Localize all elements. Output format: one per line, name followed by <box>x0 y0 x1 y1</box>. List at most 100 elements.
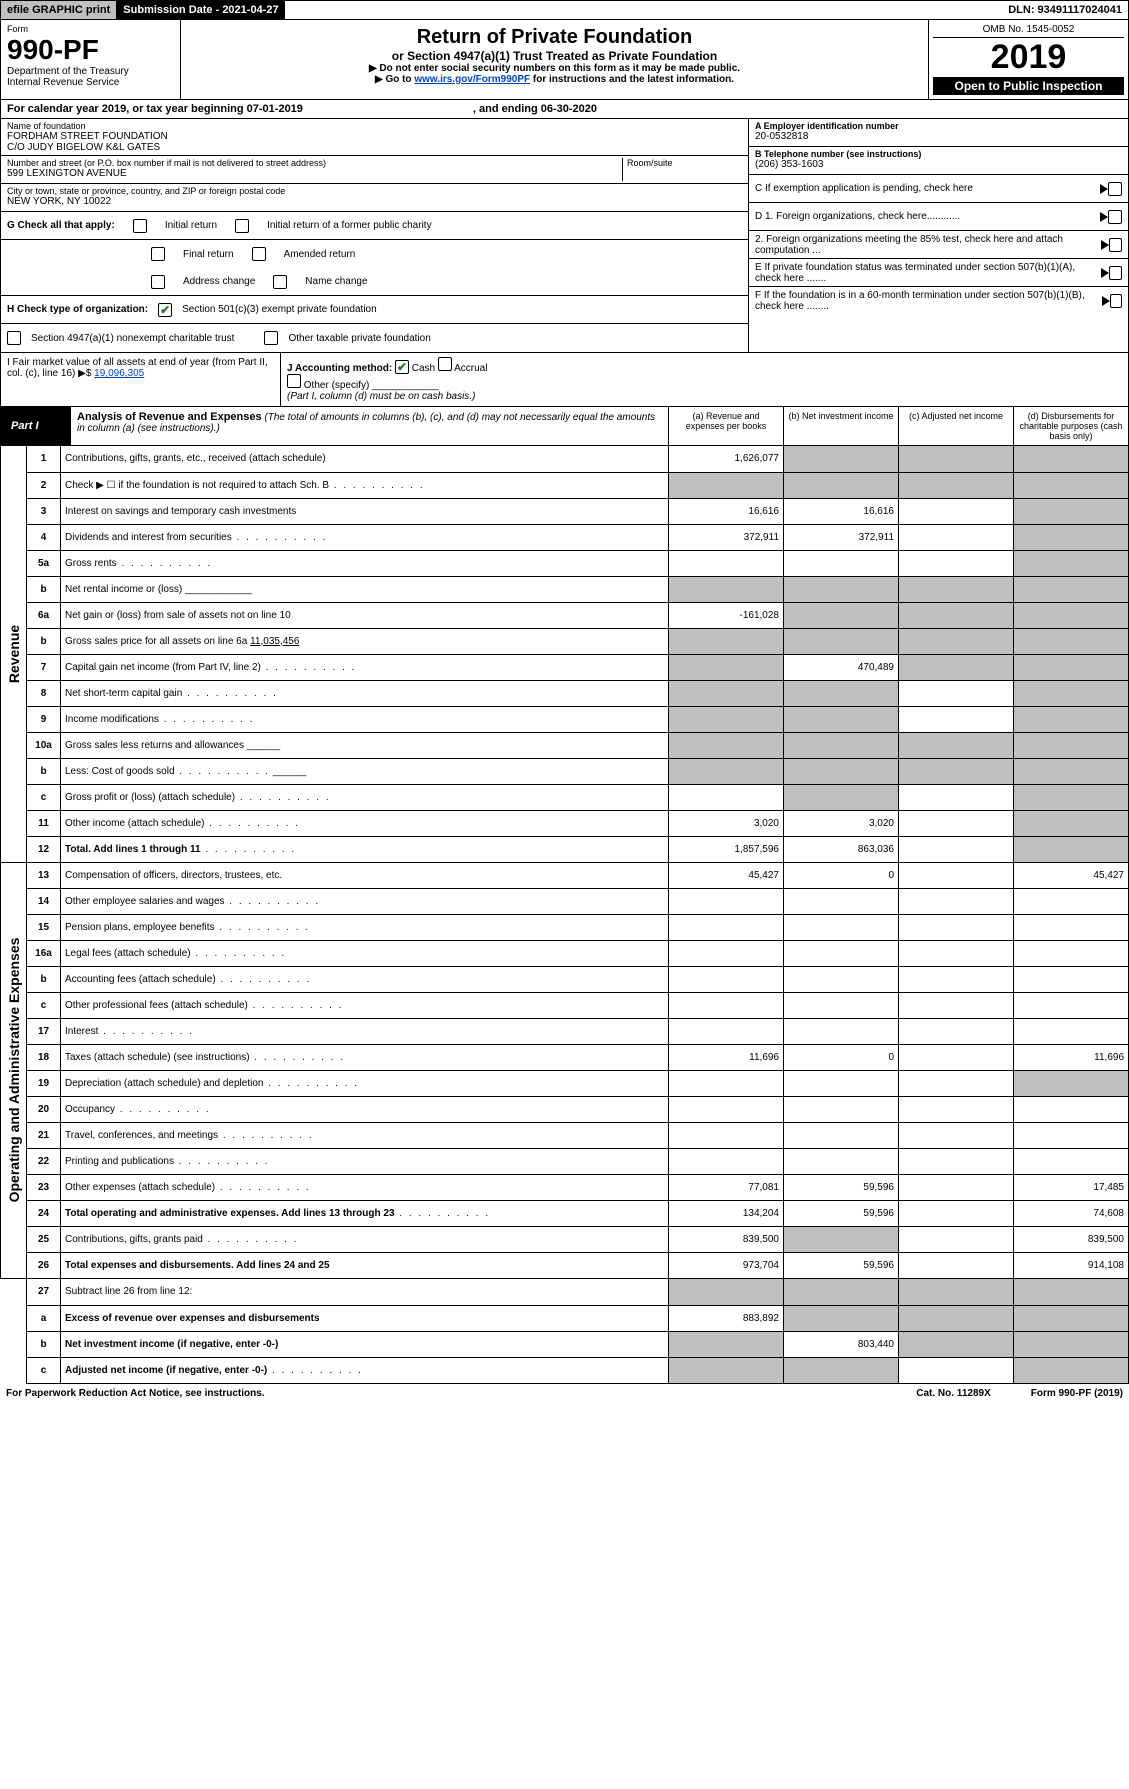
table-row: 2Check ▶ ☐ if the foundation is not requ… <box>27 472 1129 498</box>
submission-date: Submission Date - 2021-04-27 <box>117 1 284 19</box>
e-checkbox[interactable] <box>1109 266 1122 280</box>
city-label: City or town, state or province, country… <box>7 186 742 196</box>
table-row: 7Capital gain net income (from Part IV, … <box>27 654 1129 680</box>
identity-block: Name of foundation FORDHAM STREET FOUNDA… <box>0 119 1129 353</box>
city: NEW YORK, NY 10022 <box>7 196 742 207</box>
table-row: 23Other expenses (attach schedule)77,081… <box>27 1175 1129 1201</box>
part1-header: Part I Analysis of Revenue and Expenses … <box>0 407 1129 446</box>
arrow-icon <box>1101 268 1109 278</box>
table-row: cGross profit or (loss) (attach schedule… <box>27 784 1129 810</box>
table-row: cAdjusted net income (if negative, enter… <box>27 1357 1129 1383</box>
address-change-checkbox[interactable] <box>151 275 165 289</box>
table-row: 20Occupancy <box>27 1097 1129 1123</box>
arrow-icon <box>1102 296 1110 306</box>
amended-return-checkbox[interactable] <box>252 247 266 261</box>
h-label: H Check type of organization: <box>7 304 148 315</box>
g-label: G Check all that apply: <box>7 220 115 231</box>
c-label: C If exemption application is pending, c… <box>755 183 973 194</box>
table-row: aExcess of revenue over expenses and dis… <box>27 1305 1129 1331</box>
phone-label: B Telephone number (see instructions) <box>755 149 921 159</box>
accrual-checkbox[interactable] <box>438 357 452 371</box>
page-footer: For Paperwork Reduction Act Notice, see … <box>0 1384 1129 1403</box>
room-label: Room/suite <box>627 158 742 168</box>
d2-label: 2. Foreign organizations meeting the 85%… <box>755 234 1101 256</box>
table-row: 8Net short-term capital gain <box>27 680 1129 706</box>
d1-checkbox[interactable] <box>1108 210 1122 224</box>
form-title: Return of Private Foundation <box>187 26 922 49</box>
e-label: E If private foundation status was termi… <box>755 262 1101 284</box>
table-row: cOther professional fees (attach schedul… <box>27 993 1129 1019</box>
form-ref: Form 990-PF (2019) <box>1031 1388 1123 1399</box>
i-j-row: I Fair market value of all assets at end… <box>0 353 1129 407</box>
phone-value: (206) 353-1603 <box>755 159 1122 170</box>
table-row: 3Interest on savings and temporary cash … <box>27 498 1129 524</box>
table-row: 11Other income (attach schedule)3,0203,0… <box>27 810 1129 836</box>
sec4947-checkbox[interactable] <box>7 331 21 345</box>
table-row: 25Contributions, gifts, grants paid839,5… <box>27 1227 1129 1253</box>
dln-label: DLN: 93491117024041 <box>1002 1 1128 19</box>
table-row: 17Interest <box>27 1019 1129 1045</box>
cat-no: Cat. No. 11289X <box>916 1388 990 1399</box>
tax-year: 2019 <box>933 38 1124 77</box>
table-row: 27Subtract line 26 from line 12: <box>27 1279 1129 1305</box>
paperwork-notice: For Paperwork Reduction Act Notice, see … <box>6 1388 265 1399</box>
col-d-head: (d) Disbursements for charitable purpose… <box>1013 407 1128 445</box>
omb-number: OMB No. 1545-0052 <box>933 24 1124 38</box>
table-row: 15Pension plans, employee benefits <box>27 915 1129 941</box>
ein-label: A Employer identification number <box>755 121 899 131</box>
revenue-table: 1Contributions, gifts, grants, etc., rec… <box>26 446 1129 863</box>
table-row: bNet rental income or (loss) ___________… <box>27 576 1129 602</box>
d2-checkbox[interactable] <box>1109 238 1122 252</box>
table-row: 14Other employee salaries and wages <box>27 889 1129 915</box>
table-row: 26Total expenses and disbursements. Add … <box>27 1253 1129 1279</box>
table-row: bNet investment income (if negative, ent… <box>27 1331 1129 1357</box>
name-change-checkbox[interactable] <box>273 275 287 289</box>
j-label: J Accounting method: <box>287 363 392 374</box>
foundation-name: FORDHAM STREET FOUNDATION <box>7 131 742 142</box>
table-row: 10aGross sales less returns and allowanc… <box>27 732 1129 758</box>
table-row: 24Total operating and administrative exp… <box>27 1201 1129 1227</box>
irs-label: Internal Revenue Service <box>7 77 174 88</box>
other-taxable-checkbox[interactable] <box>264 331 278 345</box>
revenue-side-label: Revenue <box>0 446 26 863</box>
c-checkbox[interactable] <box>1108 182 1122 196</box>
arrow-icon <box>1101 240 1109 250</box>
expenses-side-label: Operating and Administrative Expenses <box>0 863 26 1280</box>
form-label: Form <box>7 24 174 34</box>
col-b-head: (b) Net investment income <box>783 407 898 445</box>
table-row: 4Dividends and interest from securities3… <box>27 524 1129 550</box>
efile-button[interactable]: efile GRAPHIC print <box>1 1 117 19</box>
calendar-year-row: For calendar year 2019, or tax year begi… <box>0 100 1129 119</box>
address: 599 LEXINGTON AVENUE <box>7 168 622 179</box>
form-number: 990-PF <box>7 34 174 66</box>
foundation-name-label: Name of foundation <box>7 121 742 131</box>
top-bar: efile GRAPHIC print Submission Date - 20… <box>0 0 1129 20</box>
col-a-head: (a) Revenue and expenses per books <box>668 407 783 445</box>
instructions-link[interactable]: www.irs.gov/Form990PF <box>414 74 530 85</box>
part1-tab: Part I <box>1 407 71 445</box>
foundation-name-2: C/O JUDY BIGELOW K&L GATES <box>7 142 742 153</box>
arrow-icon <box>1100 184 1108 194</box>
cash-checkbox[interactable] <box>395 360 409 374</box>
d1-label: D 1. Foreign organizations, check here..… <box>755 211 960 222</box>
form-subtitle: or Section 4947(a)(1) Trust Treated as P… <box>187 49 922 63</box>
other-method-checkbox[interactable] <box>287 374 301 388</box>
expenses-table: 13Compensation of officers, directors, t… <box>26 863 1129 1280</box>
arrow-icon <box>1100 212 1108 222</box>
summary-table: 27Subtract line 26 from line 12: aExcess… <box>26 1279 1129 1384</box>
initial-return-checkbox[interactable] <box>133 219 147 233</box>
table-row: bGross sales price for all assets on lin… <box>27 628 1129 654</box>
table-row: 6aNet gain or (loss) from sale of assets… <box>27 602 1129 628</box>
fmv-value: 19,096,305 <box>94 368 144 379</box>
final-return-checkbox[interactable] <box>151 247 165 261</box>
table-row: bLess: Cost of goods sold ______ <box>27 758 1129 784</box>
table-row: 18Taxes (attach schedule) (see instructi… <box>27 1045 1129 1071</box>
initial-former-checkbox[interactable] <box>235 219 249 233</box>
table-row: 19Depreciation (attach schedule) and dep… <box>27 1071 1129 1097</box>
table-row: 22Printing and publications <box>27 1149 1129 1175</box>
table-row: 1Contributions, gifts, grants, etc., rec… <box>27 446 1129 472</box>
dept-label: Department of the Treasury <box>7 66 174 77</box>
sec501-checkbox[interactable] <box>158 303 172 317</box>
table-row: 12Total. Add lines 1 through 111,857,596… <box>27 836 1129 862</box>
f-checkbox[interactable] <box>1110 294 1122 308</box>
